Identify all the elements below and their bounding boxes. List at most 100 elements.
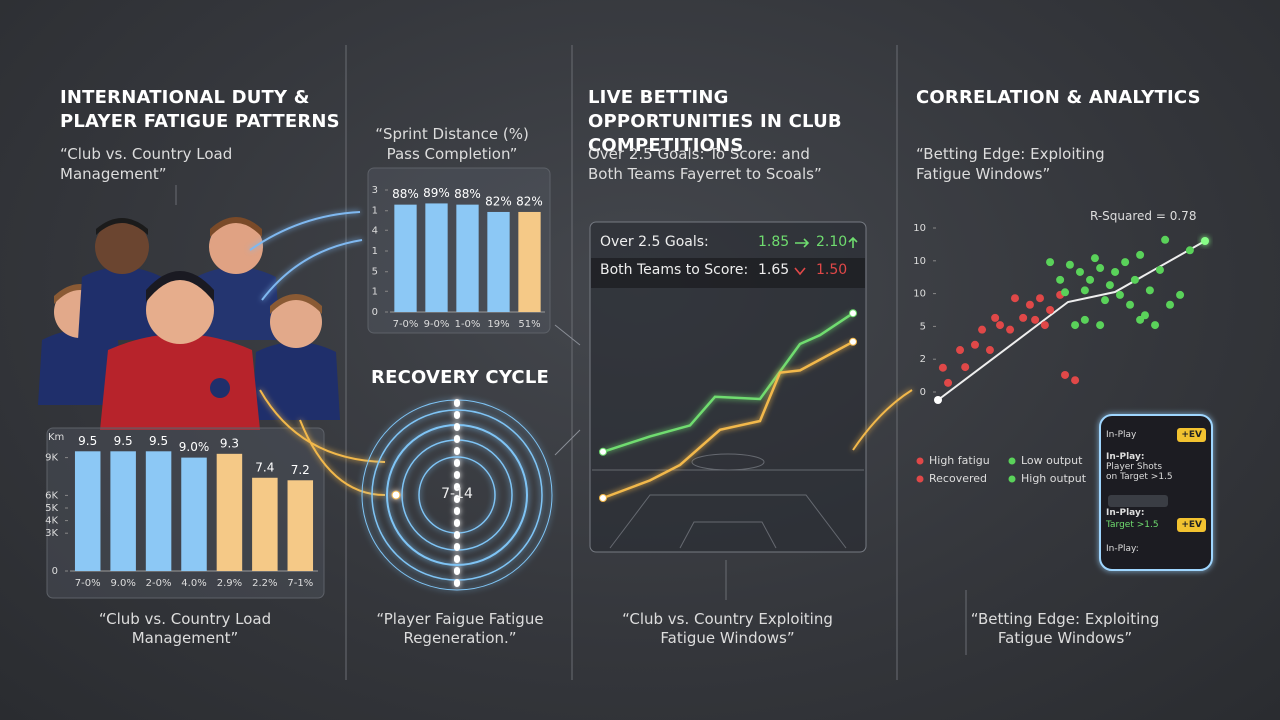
bar [252, 477, 278, 571]
point [1126, 300, 1135, 309]
point [938, 363, 947, 372]
odds-from: 1.85 [758, 234, 790, 250]
value-label: 9.0% [179, 440, 210, 454]
phone-header: In-Play +EV [1106, 428, 1206, 442]
legend-swatch [1008, 475, 1016, 483]
point [1036, 294, 1044, 303]
section-title: LIVE BETTING OPPORTUNITIES IN CLUB COMPE… [588, 87, 842, 156]
trend-end [934, 396, 942, 404]
odds-from: 1.65 [758, 262, 790, 278]
point [1130, 275, 1139, 284]
item-text: Player Shots on Target >1.5 [1106, 462, 1173, 482]
x-tick-label: 7-0% [393, 319, 419, 330]
y-tick-label: 1 [372, 206, 378, 217]
point [1061, 288, 1070, 297]
bar [456, 204, 479, 312]
section-subtitle: “Club vs. Country Load Management” [60, 145, 233, 183]
x-tick-label: 19% [487, 319, 509, 330]
x-tick-label: 2-0% [146, 578, 172, 589]
x-tick-label: 51% [518, 319, 540, 330]
point [1019, 313, 1028, 322]
point [1046, 258, 1055, 267]
item-label: In-Play: [1106, 508, 1145, 518]
point [961, 363, 970, 372]
bar [216, 453, 243, 571]
legend-swatch [916, 475, 924, 483]
y-tick-label: 5K [45, 503, 58, 514]
bar [181, 457, 207, 571]
phone-screen: In-Play +EV In-Play: Player Shots on Tar… [1106, 420, 1206, 565]
point [985, 346, 994, 355]
badge[interactable]: +EV [1177, 518, 1206, 532]
y-tick-label: 6K [45, 490, 58, 501]
legend-swatch [916, 457, 924, 465]
caption: “Club vs. Country Load Management” [98, 610, 272, 647]
point [1075, 267, 1084, 276]
point [599, 447, 607, 456]
point [1121, 258, 1130, 267]
y-tick-label: 0 [372, 307, 378, 318]
point [1096, 321, 1105, 330]
point [1040, 321, 1049, 330]
odds-arrows [794, 236, 858, 276]
point [1101, 296, 1110, 305]
point [1105, 281, 1114, 290]
odds-to: 1.50 [816, 262, 848, 278]
point [1056, 275, 1065, 284]
y-tick-label: 4K [45, 516, 58, 527]
dividers [175, 45, 967, 680]
item-label: In-Play: [1106, 452, 1145, 462]
point [1031, 315, 1040, 324]
point [1185, 246, 1194, 255]
value-label: 9.5 [78, 434, 97, 448]
point [1096, 264, 1105, 273]
point [1090, 254, 1099, 263]
legend-label: Recovered [929, 472, 987, 485]
x-tick-label: 2.2% [252, 578, 277, 589]
line [602, 340, 854, 500]
point [849, 309, 857, 318]
point [1176, 290, 1185, 299]
point [1010, 294, 1019, 303]
value-label: 7.4 [255, 460, 274, 474]
y-tick-label: 10 [913, 289, 926, 300]
pitch [592, 453, 864, 549]
x-tick-label: 9-0% [424, 319, 450, 330]
section-subtitle: “Betting Edge: Exploiting Fatigue Window… [916, 145, 1105, 183]
legend-label: High output [1021, 472, 1087, 485]
section-title: INTERNATIONAL DUTY & PLAYER FATIGUE PATT… [60, 87, 340, 132]
point [1046, 306, 1055, 314]
badge[interactable]: +EV [1177, 428, 1206, 442]
legend-label: Low output [1021, 454, 1083, 467]
odds-to: 2.10 [816, 234, 848, 250]
point [1080, 286, 1089, 295]
x-tick-label: 4.0% [181, 578, 206, 589]
cycle-center: 7-14 [441, 486, 473, 502]
value-label: 88% [454, 187, 481, 201]
connectors [249, 211, 913, 496]
value-label: 9.3 [220, 436, 239, 450]
axis-label: Km [48, 432, 64, 443]
point [1071, 321, 1080, 330]
point [1166, 300, 1175, 309]
point [1061, 370, 1070, 379]
point [849, 337, 857, 346]
phone-button [1108, 495, 1168, 507]
point [1025, 300, 1034, 309]
point [991, 313, 1000, 322]
y-tick-label: 3K [45, 528, 58, 539]
point [1071, 376, 1080, 385]
bar [425, 203, 448, 312]
section-title: RECOVERY CYCLE [371, 367, 549, 388]
point [1136, 250, 1145, 259]
point [1161, 235, 1170, 244]
y-tick-label: 1 [372, 246, 378, 257]
bar [394, 204, 417, 312]
x-tick-label: 7-0% [75, 578, 101, 589]
phone-footer: In-Play: [1106, 544, 1139, 554]
recovery-rings [361, 399, 553, 593]
point [1136, 315, 1145, 324]
x-tick-label: 9.0% [110, 578, 135, 589]
y-tick-label: 2 [920, 354, 926, 365]
